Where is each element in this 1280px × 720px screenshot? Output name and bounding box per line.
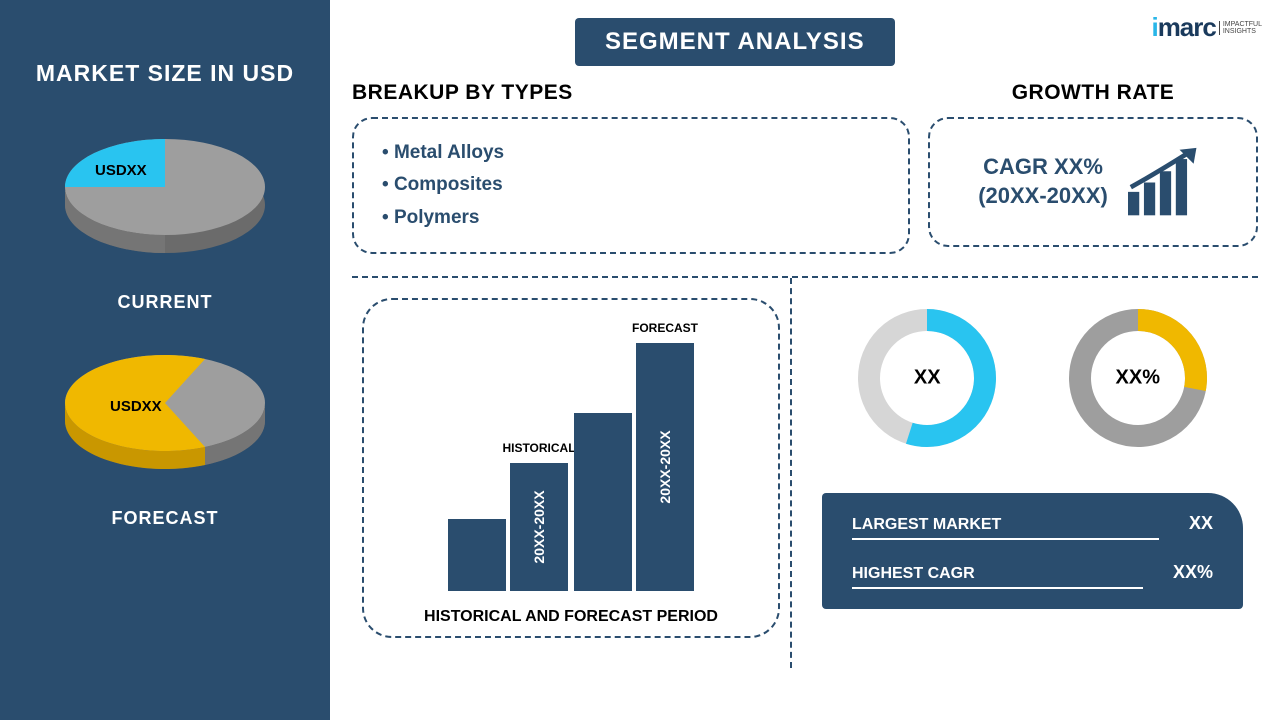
info-panel: LARGEST MARKET XX HIGHEST CAGR XX% xyxy=(822,493,1243,609)
bar-group-forecast: FORECAST 20XX-20XX xyxy=(574,343,694,591)
bar-3 xyxy=(574,413,632,591)
pie-3d-current: USDXX xyxy=(50,127,280,267)
bar-chart-section: HISTORICAL 20XX-20XX FORECAST 20XX-20XX … xyxy=(352,278,792,668)
market-size-title: MARKET SIZE IN USD xyxy=(36,60,294,87)
pie1-caption: CURRENT xyxy=(118,292,213,313)
pie2-label: USDXX xyxy=(110,398,162,415)
bar-1 xyxy=(448,519,506,591)
pie-current: USDXX CURRENT xyxy=(50,127,280,313)
donut-2-value: XX% xyxy=(1116,366,1160,389)
breakup-item: Composites xyxy=(382,169,880,201)
logo-tagline: IMPACTFUL INSIGHTS xyxy=(1219,21,1262,35)
bar-chart-caption: HISTORICAL AND FORECAST PERIOD xyxy=(389,596,753,626)
pie-3d-forecast: USDXX xyxy=(50,343,280,483)
info-row: LARGEST MARKET XX xyxy=(852,513,1213,540)
bar-2: HISTORICAL 20XX-20XX xyxy=(510,463,568,591)
breakup-list: Metal Alloys Composites Polymers xyxy=(382,137,880,234)
info-label: HIGHEST CAGR xyxy=(852,565,1143,589)
bar-4: FORECAST 20XX-20XX xyxy=(636,343,694,591)
top-row: BREAKUP BY TYPES Metal Alloys Composites… xyxy=(352,81,1258,254)
info-value: XX xyxy=(1189,513,1213,534)
bars-area: HISTORICAL 20XX-20XX FORECAST 20XX-20XX xyxy=(389,320,753,596)
growth-section: GROWTH RATE CAGR XX% (20XX-20XX) xyxy=(928,81,1258,254)
cagr-text: CAGR XX% (20XX-20XX) xyxy=(978,153,1108,210)
logo: iimarcmarc IMPACTFUL INSIGHTS xyxy=(1151,12,1262,43)
pie1-label: USDXX xyxy=(95,162,147,179)
growth-chart-icon xyxy=(1123,145,1208,220)
bar-chart-box: HISTORICAL 20XX-20XX FORECAST 20XX-20XX … xyxy=(362,298,780,638)
breakup-item: Metal Alloys xyxy=(382,137,880,169)
donuts-row: XX XX% xyxy=(822,303,1243,453)
info-value: XX% xyxy=(1173,562,1213,583)
left-panel: MARKET SIZE IN USD USDXX CURRENT USDXX F xyxy=(0,0,330,720)
segment-badge: SEGMENT ANALYSIS xyxy=(575,18,895,66)
donut-2: XX% xyxy=(1063,303,1213,453)
growth-box: CAGR XX% (20XX-20XX) xyxy=(928,117,1258,247)
bar-group-historical: HISTORICAL 20XX-20XX xyxy=(448,463,568,591)
pie-forecast: USDXX FORECAST xyxy=(50,343,280,529)
breakup-item: Polymers xyxy=(382,202,880,234)
pie2-caption: FORECAST xyxy=(112,508,219,529)
breakup-section: BREAKUP BY TYPES Metal Alloys Composites… xyxy=(352,81,910,254)
breakup-title: BREAKUP BY TYPES xyxy=(352,81,910,105)
breakup-box: Metal Alloys Composites Polymers xyxy=(352,117,910,254)
info-label: LARGEST MARKET xyxy=(852,516,1159,540)
logo-text: iimarcmarc xyxy=(1151,12,1215,43)
bottom-row: HISTORICAL 20XX-20XX FORECAST 20XX-20XX … xyxy=(352,278,1258,668)
right-panel: iimarcmarc IMPACTFUL INSIGHTS SEGMENT AN… xyxy=(330,0,1280,720)
donut-1-value: XX xyxy=(914,366,941,389)
donut-section: XX XX% LARGEST MARKET XX HIGHEST CAGR xyxy=(792,278,1258,668)
growth-title: GROWTH RATE xyxy=(928,81,1258,105)
info-row: HIGHEST CAGR XX% xyxy=(852,562,1213,589)
donut-1: XX xyxy=(852,303,1002,453)
